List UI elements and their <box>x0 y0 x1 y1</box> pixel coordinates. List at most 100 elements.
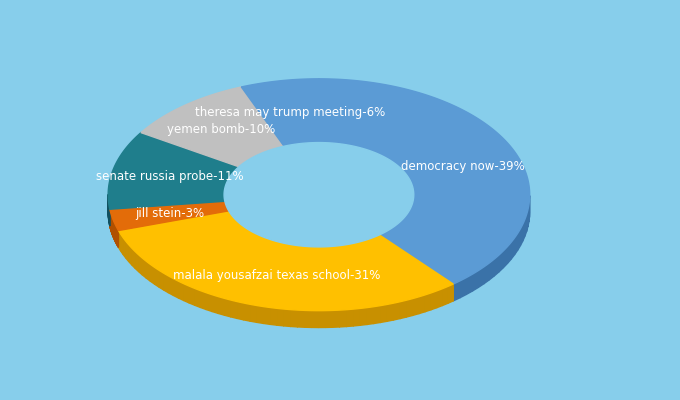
Polygon shape <box>473 271 478 291</box>
Polygon shape <box>266 238 269 256</box>
Polygon shape <box>484 263 489 284</box>
Polygon shape <box>419 295 425 314</box>
Polygon shape <box>407 212 409 231</box>
Polygon shape <box>437 289 442 308</box>
Polygon shape <box>231 214 232 232</box>
Polygon shape <box>121 234 123 255</box>
Polygon shape <box>347 244 350 262</box>
Polygon shape <box>279 242 282 260</box>
Polygon shape <box>164 273 169 293</box>
Polygon shape <box>309 247 313 264</box>
Polygon shape <box>256 234 258 252</box>
Polygon shape <box>273 240 277 258</box>
Polygon shape <box>375 236 377 254</box>
Polygon shape <box>478 267 484 288</box>
Polygon shape <box>430 291 437 310</box>
Polygon shape <box>238 222 239 240</box>
Polygon shape <box>303 246 306 263</box>
Polygon shape <box>382 232 386 250</box>
Polygon shape <box>218 297 224 315</box>
Polygon shape <box>298 310 305 327</box>
Polygon shape <box>507 242 511 264</box>
Polygon shape <box>150 264 154 284</box>
Polygon shape <box>118 211 454 311</box>
Polygon shape <box>448 284 454 303</box>
Polygon shape <box>313 247 316 264</box>
Polygon shape <box>352 243 356 260</box>
Polygon shape <box>356 242 358 260</box>
Polygon shape <box>339 310 346 327</box>
Text: senate russia probe-11%: senate russia probe-11% <box>96 170 243 183</box>
Polygon shape <box>511 238 515 259</box>
Polygon shape <box>249 230 251 248</box>
Polygon shape <box>263 237 266 255</box>
Polygon shape <box>108 133 239 209</box>
Polygon shape <box>413 297 419 316</box>
Polygon shape <box>523 220 525 241</box>
Polygon shape <box>367 239 369 257</box>
Polygon shape <box>228 211 230 229</box>
Polygon shape <box>184 284 189 303</box>
Polygon shape <box>398 222 400 240</box>
Polygon shape <box>294 245 297 262</box>
Polygon shape <box>306 246 309 264</box>
Polygon shape <box>517 229 520 250</box>
Polygon shape <box>333 310 339 327</box>
Text: democracy now-39%: democracy now-39% <box>401 160 524 173</box>
Polygon shape <box>236 220 238 239</box>
Polygon shape <box>206 293 212 312</box>
Polygon shape <box>257 306 263 324</box>
Polygon shape <box>396 224 398 242</box>
Polygon shape <box>322 247 325 264</box>
Polygon shape <box>212 295 218 314</box>
Polygon shape <box>305 310 311 328</box>
Polygon shape <box>350 244 352 261</box>
Polygon shape <box>110 201 228 230</box>
Polygon shape <box>224 142 413 247</box>
Polygon shape <box>367 307 373 324</box>
Polygon shape <box>297 246 300 263</box>
Polygon shape <box>319 247 322 264</box>
Polygon shape <box>258 235 260 253</box>
Polygon shape <box>241 225 243 243</box>
Polygon shape <box>346 309 353 326</box>
Polygon shape <box>372 237 375 255</box>
Polygon shape <box>141 87 284 167</box>
Polygon shape <box>326 310 333 328</box>
Polygon shape <box>528 205 529 227</box>
Polygon shape <box>393 226 396 244</box>
Polygon shape <box>237 302 243 320</box>
Polygon shape <box>247 229 249 247</box>
Polygon shape <box>232 216 233 234</box>
Polygon shape <box>388 229 390 247</box>
Polygon shape <box>377 235 379 253</box>
Polygon shape <box>250 304 257 322</box>
Polygon shape <box>454 281 460 301</box>
Polygon shape <box>425 293 430 312</box>
Polygon shape <box>311 310 318 328</box>
Polygon shape <box>361 241 364 258</box>
Polygon shape <box>291 244 294 262</box>
Polygon shape <box>282 243 285 260</box>
Polygon shape <box>515 233 517 255</box>
Polygon shape <box>319 79 530 284</box>
Polygon shape <box>195 288 201 308</box>
Polygon shape <box>154 267 159 287</box>
Polygon shape <box>173 279 179 298</box>
Polygon shape <box>260 236 263 254</box>
Polygon shape <box>409 208 411 227</box>
Polygon shape <box>291 310 298 327</box>
Polygon shape <box>402 218 404 237</box>
Polygon shape <box>201 291 206 310</box>
Polygon shape <box>379 234 382 252</box>
Polygon shape <box>224 298 231 317</box>
Polygon shape <box>126 241 129 262</box>
Polygon shape <box>380 304 387 322</box>
Polygon shape <box>331 246 335 263</box>
Polygon shape <box>179 281 184 300</box>
Polygon shape <box>341 245 343 262</box>
Polygon shape <box>230 212 231 231</box>
Text: yemen bomb-10%: yemen bomb-10% <box>167 124 275 136</box>
Polygon shape <box>132 248 135 268</box>
Polygon shape <box>231 300 237 318</box>
